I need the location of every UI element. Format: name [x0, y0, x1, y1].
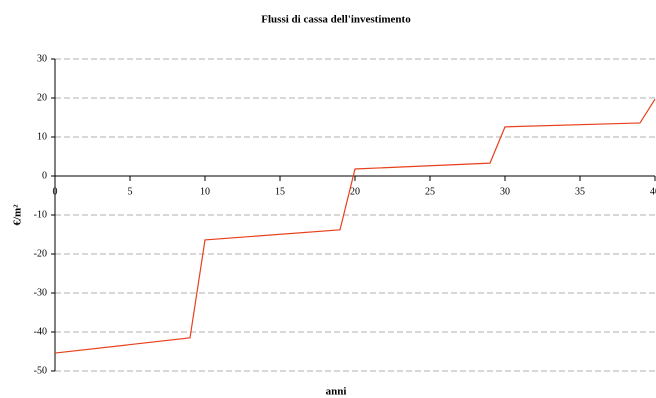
- x-tick-label: 5: [128, 186, 133, 197]
- y-tick-label: 30: [37, 53, 47, 64]
- x-tick-label: 0: [53, 186, 58, 197]
- data-line: [54, 98, 656, 354]
- x-tick-label: 25: [425, 186, 435, 197]
- y-tick-label: -20: [34, 248, 47, 259]
- y-tick-label: 0: [42, 170, 47, 181]
- chart-title: Flussi di cassa dell'investimento: [261, 14, 411, 26]
- y-axis-label: €/m²: [12, 204, 24, 226]
- y-tick-label: -50: [34, 365, 47, 376]
- x-tick-label: 15: [275, 186, 285, 197]
- x-tick-label: 40: [650, 186, 656, 197]
- y-tick-label: 10: [37, 131, 47, 142]
- y-tick-label: -40: [34, 326, 47, 337]
- x-tick-label: 20: [350, 186, 360, 197]
- x-axis-label: anni: [326, 386, 347, 398]
- x-tick-label: 35: [575, 186, 585, 197]
- y-tick-label: 20: [37, 92, 47, 103]
- y-tick-label: -10: [34, 209, 47, 220]
- x-tick-label: 10: [200, 186, 210, 197]
- y-tick-label: -30: [34, 287, 47, 298]
- x-tick-label: 30: [500, 186, 510, 197]
